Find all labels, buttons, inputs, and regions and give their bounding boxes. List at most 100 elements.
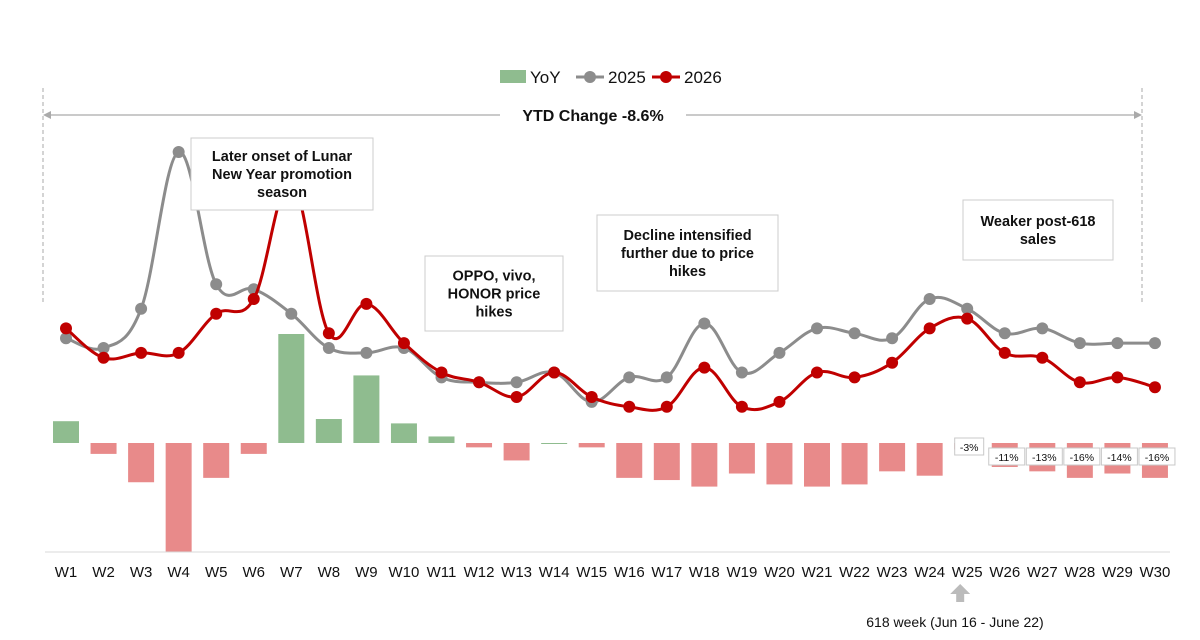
annotation-box [424, 255, 564, 332]
x-tick-label: W11 [427, 564, 457, 581]
bar-label-box [1100, 447, 1138, 466]
annotation-box [596, 214, 779, 292]
bar-label-box [988, 447, 1026, 466]
yoy-bar [728, 443, 755, 474]
yoy-bar [315, 419, 342, 443]
ytd-bracket: YTD Change -8.6% [42, 88, 1143, 305]
x-tick-label: W17 [651, 564, 682, 581]
point-2025 [886, 332, 899, 345]
x-tick-label: W21 [802, 564, 833, 581]
point-2026 [1036, 351, 1049, 364]
point-2025 [1073, 337, 1086, 350]
x-tick-label: W14 [539, 564, 570, 581]
yoy-bar [466, 443, 493, 448]
x-tick-label: W10 [389, 564, 420, 581]
point-2026 [210, 307, 223, 320]
yoy-bar [53, 421, 79, 443]
point-2026 [1148, 381, 1161, 394]
bar-label: -16% [1070, 452, 1095, 464]
point-2026 [322, 327, 335, 340]
bar-label: -11% [995, 452, 1019, 464]
x-tick-label: W24 [914, 564, 945, 581]
point-2026 [811, 366, 823, 379]
yoy-bar [240, 443, 267, 454]
point-2026 [923, 322, 936, 335]
x-tick-label: W13 [501, 564, 532, 581]
bar-label-box [1063, 447, 1101, 466]
up-arrow-icon [950, 584, 971, 602]
yoy-bar [578, 443, 605, 448]
x-tick-label: W27 [1027, 564, 1058, 581]
note-618: 618 week (Jun 16 - June 22) [866, 584, 1044, 630]
x-tick-label: W29 [1102, 564, 1133, 581]
point-2025 [1036, 322, 1049, 335]
legend-label-2026: 2026 [684, 68, 722, 87]
point-2026 [773, 395, 786, 408]
point-2025 [135, 302, 148, 315]
x-tick-label: W25 [952, 564, 983, 581]
point-2026 [473, 376, 486, 389]
x-tick-label: W28 [1064, 564, 1095, 581]
point-2025 [97, 342, 110, 354]
annotation-text: sales [1020, 232, 1056, 248]
x-tick-label: W12 [464, 564, 495, 581]
point-2026 [60, 322, 72, 335]
ytd-arrow-right-icon [1134, 111, 1142, 119]
point-2025 [923, 293, 936, 305]
point-2025 [660, 371, 673, 384]
point-2025 [698, 317, 711, 330]
yoy-bar [841, 443, 868, 485]
annotation-box [962, 199, 1114, 261]
point-2025 [961, 302, 974, 315]
point-2026 [360, 297, 373, 310]
yoy-bar [653, 443, 680, 481]
point-2025 [1148, 337, 1161, 350]
x-tick-label: W9 [355, 564, 378, 581]
point-2025 [811, 322, 823, 335]
x-tick-label: W22 [839, 564, 870, 581]
x-tick-label: W23 [877, 564, 908, 581]
annotation-box [190, 137, 374, 211]
annotation-text: hikes [475, 305, 512, 321]
yoy-bar [390, 423, 417, 443]
point-2026 [135, 346, 148, 359]
annotation-text: Weaker post-618 [981, 214, 1096, 230]
point-2026 [247, 293, 260, 305]
point-2025 [735, 366, 748, 379]
x-tick-label: W7 [280, 564, 303, 581]
lines [60, 146, 1161, 413]
annotation-text: New Year promotion [212, 167, 352, 183]
x-tick-label: W4 [167, 564, 190, 581]
point-2026 [397, 337, 410, 350]
x-tick-label: W3 [130, 564, 153, 581]
point-2026 [548, 366, 561, 379]
annotation-text: Later onset of Lunar [212, 149, 353, 165]
ytd-label: YTD Change -8.6% [522, 108, 663, 125]
yoy-bar [428, 436, 455, 443]
bar-label-box [1138, 447, 1176, 466]
point-2025 [60, 332, 72, 345]
yoy-bar [541, 443, 568, 444]
x-tick-label: W15 [576, 564, 607, 581]
legend-marker-2026 [660, 71, 672, 83]
bar-labels: -3% -11% -13% -16% -14% -16% [954, 437, 1176, 466]
point-2025 [510, 376, 523, 389]
annotations: Later onset of Lunar New Year promotion se… [190, 137, 1114, 332]
ytd-arrow-left-icon [43, 111, 51, 119]
x-tick-label: W5 [205, 564, 228, 581]
yoy-bar [165, 443, 192, 552]
legend-label-yoy: YoY [530, 68, 561, 87]
annotation-text: further due to price [621, 246, 754, 262]
yoy-bar [278, 334, 305, 443]
point-2025 [773, 346, 786, 359]
point-2025 [210, 278, 223, 291]
point-2025 [1111, 337, 1124, 350]
note-618-text: 618 week (Jun 16 - June 22) [866, 614, 1043, 630]
point-2026 [848, 371, 861, 384]
x-tick-label: W18 [689, 564, 720, 581]
legend-swatch-yoy [500, 70, 526, 83]
x-tick-label: W16 [614, 564, 645, 581]
point-2026 [660, 400, 673, 413]
yoy-bar [353, 375, 380, 443]
point-2025 [322, 342, 335, 354]
